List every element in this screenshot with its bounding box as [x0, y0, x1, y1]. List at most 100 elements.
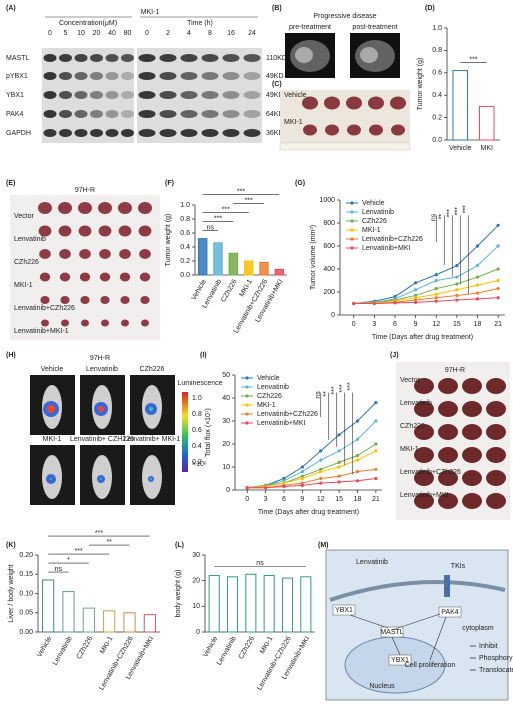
x-tick-label: 9	[300, 496, 304, 503]
x-tick-label: 21	[494, 321, 502, 328]
band	[159, 110, 177, 118]
point	[496, 286, 500, 291]
tumor	[141, 319, 149, 327]
liver	[486, 470, 506, 486]
panel-label: (K)	[6, 542, 16, 549]
point	[414, 300, 418, 304]
band	[121, 91, 134, 99]
y-axis-label: Tumor weight (g)	[165, 214, 172, 267]
bar	[478, 105, 495, 141]
y-axis-label: Total flux (×10⁷)	[205, 408, 212, 457]
x-tick-label: MKI	[481, 145, 494, 152]
y-tick-label: 400	[323, 266, 335, 273]
band	[59, 110, 72, 118]
tumor	[121, 319, 129, 327]
legend-label: Lenvatinib+MKI	[362, 245, 411, 252]
label: Lenvatinib	[86, 366, 118, 373]
legend-label: Lenvatinib+CZh226	[257, 411, 318, 418]
x-tick-label: 12	[432, 321, 440, 328]
label: 97H-R	[445, 367, 465, 374]
point	[455, 298, 459, 302]
label: 97H-R	[90, 355, 110, 362]
sig-label: ns	[207, 224, 215, 231]
point	[374, 401, 378, 405]
point	[300, 470, 304, 474]
point	[374, 476, 378, 481]
band	[222, 54, 240, 62]
band	[180, 91, 198, 99]
legend-marker	[245, 403, 249, 407]
photo	[10, 195, 160, 340]
tumor	[38, 202, 52, 214]
signal	[149, 407, 153, 411]
tumor	[368, 96, 384, 110]
band	[121, 110, 134, 118]
label: 4	[187, 30, 191, 37]
tumor	[302, 96, 318, 110]
band	[243, 72, 261, 80]
point	[319, 481, 323, 485]
label: 0	[48, 30, 52, 37]
sig-label: ***	[245, 197, 253, 204]
bar	[263, 575, 275, 633]
label: 16	[227, 30, 235, 37]
label: 0.2	[192, 459, 202, 466]
label: 97H-R	[75, 187, 95, 194]
label: pre-treatment	[289, 24, 331, 31]
point	[355, 458, 360, 462]
label: 49KD	[266, 92, 284, 99]
y-tick-label: 0.0	[432, 137, 442, 144]
tumor	[390, 96, 406, 110]
sig-label: ***	[469, 56, 477, 63]
y-tick-label: 40	[222, 395, 230, 402]
label: 80	[124, 30, 132, 37]
label: Lenvatinib+ MKI-1	[124, 436, 181, 443]
band	[243, 91, 261, 99]
legend-label: Lenvatinib	[362, 209, 394, 216]
band	[121, 54, 134, 62]
point	[434, 273, 438, 277]
band	[243, 129, 261, 137]
label: MKI-1	[43, 436, 62, 443]
sig-label: **	[439, 214, 446, 220]
point	[374, 419, 378, 423]
band	[105, 54, 119, 62]
sig-label: ns	[55, 566, 63, 573]
point	[414, 288, 418, 292]
series-line	[247, 478, 376, 489]
label: GAPDH	[6, 130, 31, 137]
tumor	[347, 124, 361, 136]
label: CZh226	[14, 259, 39, 266]
bar	[300, 576, 312, 633]
point	[374, 467, 378, 471]
sig-label: ***	[339, 384, 346, 392]
label: YBX1	[335, 607, 353, 614]
tumor	[391, 124, 405, 136]
label: 49KD	[266, 73, 284, 80]
point	[374, 442, 378, 446]
y-tick-label: 800	[323, 220, 335, 227]
label: Lenvatinib	[400, 400, 432, 407]
liver	[462, 424, 482, 440]
band	[105, 129, 119, 137]
legend-marker	[245, 376, 249, 380]
bar	[213, 242, 223, 276]
liver	[462, 470, 482, 486]
label: Time (h)	[187, 20, 213, 27]
legend-marker	[350, 219, 354, 223]
band	[105, 72, 119, 80]
y-tick-label: 0.15	[19, 571, 33, 578]
liver	[414, 378, 434, 394]
band	[43, 72, 57, 80]
liver	[438, 493, 458, 509]
point	[496, 223, 500, 227]
x-tick-label: 9	[414, 321, 418, 328]
band	[243, 54, 261, 62]
point	[337, 433, 341, 437]
legend-label: Vehicle	[257, 375, 280, 382]
point	[282, 476, 286, 481]
tumor	[138, 202, 152, 214]
legend-label: Lenvatinib+CZh226	[362, 236, 423, 243]
liver	[486, 424, 506, 440]
legend-marker	[350, 201, 354, 205]
